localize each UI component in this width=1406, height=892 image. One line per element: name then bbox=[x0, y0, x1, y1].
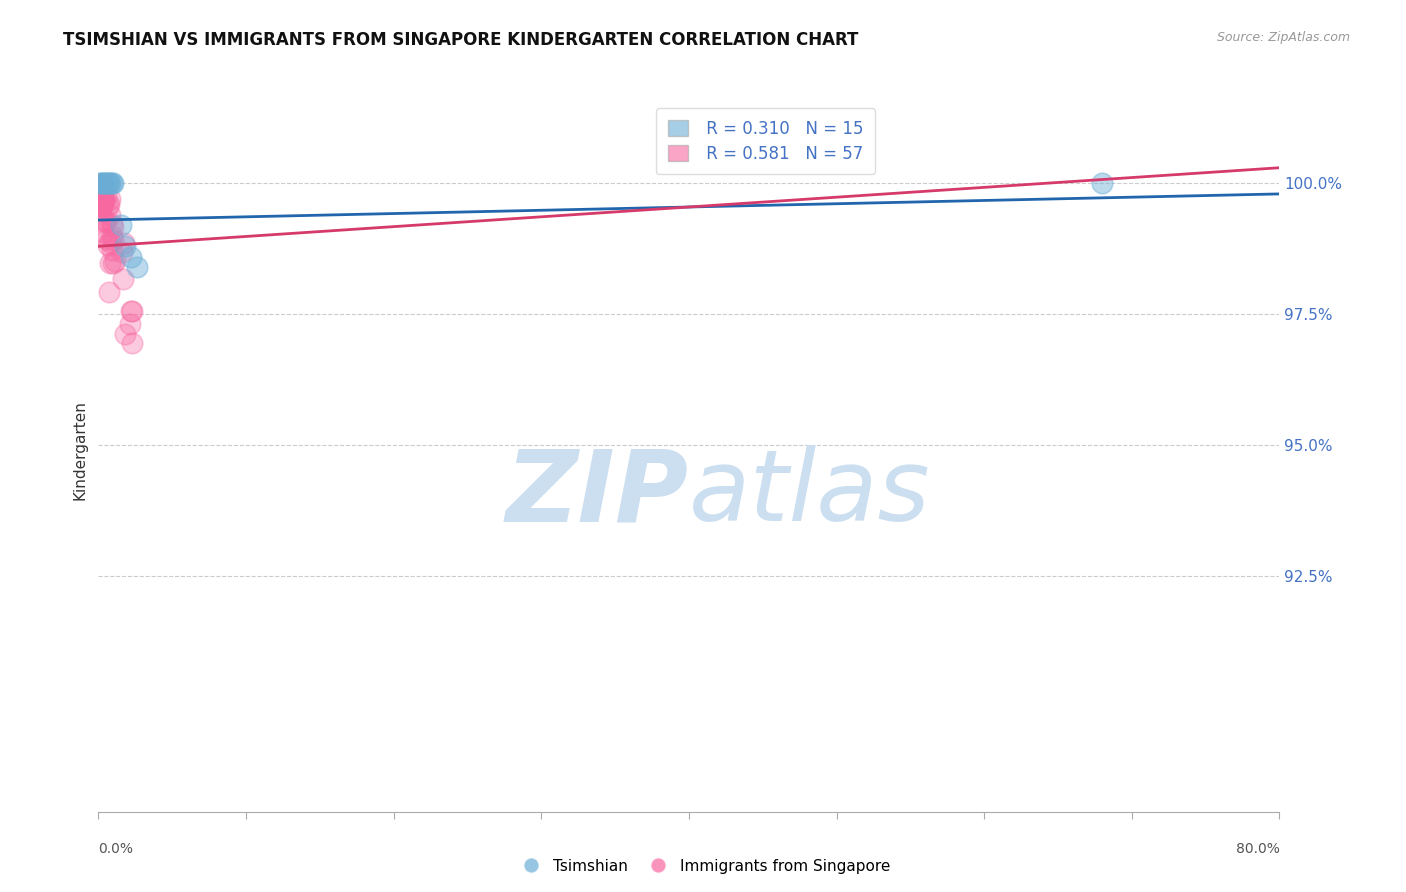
Point bbox=[1091, 177, 1114, 191]
Point bbox=[97, 197, 120, 211]
Point bbox=[120, 318, 142, 332]
Point bbox=[93, 213, 115, 227]
Y-axis label: Kindergarten: Kindergarten bbox=[72, 401, 87, 500]
Point bbox=[98, 177, 121, 191]
Point bbox=[112, 235, 135, 250]
Point bbox=[90, 199, 112, 213]
Point bbox=[90, 182, 112, 196]
Point bbox=[94, 214, 117, 228]
Point bbox=[97, 238, 120, 252]
Point bbox=[90, 184, 112, 198]
Point bbox=[120, 250, 142, 264]
Point bbox=[89, 186, 111, 200]
Point bbox=[93, 193, 115, 207]
Text: 0.0%: 0.0% bbox=[98, 842, 134, 856]
Point bbox=[97, 285, 120, 300]
Point bbox=[90, 177, 112, 191]
Point bbox=[98, 208, 121, 222]
Point bbox=[97, 177, 120, 191]
Point bbox=[89, 191, 111, 205]
Point bbox=[91, 199, 114, 213]
Point bbox=[91, 194, 114, 209]
Point bbox=[89, 177, 111, 191]
Point bbox=[101, 233, 124, 247]
Point bbox=[111, 244, 134, 259]
Point bbox=[96, 232, 118, 246]
Point bbox=[90, 195, 112, 210]
Point bbox=[91, 178, 114, 193]
Point bbox=[89, 191, 111, 205]
Point bbox=[103, 177, 125, 191]
Text: atlas: atlas bbox=[689, 445, 931, 542]
Point bbox=[91, 179, 114, 194]
Text: ZIP: ZIP bbox=[506, 445, 689, 542]
Point bbox=[110, 219, 132, 233]
Point bbox=[89, 192, 111, 206]
Point bbox=[89, 178, 111, 192]
Point bbox=[125, 260, 148, 275]
Point bbox=[101, 220, 124, 235]
Point bbox=[91, 198, 114, 212]
Point bbox=[98, 255, 121, 269]
Point bbox=[93, 226, 115, 240]
Point bbox=[91, 193, 114, 207]
Point bbox=[93, 177, 115, 191]
Point bbox=[90, 194, 112, 208]
Point bbox=[91, 181, 114, 195]
Point bbox=[101, 217, 124, 231]
Legend:  R = 0.310   N = 15,  R = 0.581   N = 57: R = 0.310 N = 15, R = 0.581 N = 57 bbox=[657, 108, 876, 174]
Point bbox=[93, 191, 115, 205]
Legend: Tsimshian, Immigrants from Singapore: Tsimshian, Immigrants from Singapore bbox=[510, 853, 896, 880]
Point bbox=[98, 193, 121, 207]
Point bbox=[93, 215, 115, 229]
Point bbox=[114, 326, 136, 341]
Point bbox=[91, 177, 114, 191]
Point bbox=[91, 188, 114, 202]
Point bbox=[89, 195, 111, 210]
Point bbox=[104, 253, 127, 268]
Point bbox=[90, 196, 112, 211]
Text: Source: ZipAtlas.com: Source: ZipAtlas.com bbox=[1216, 31, 1350, 45]
Text: TSIMSHIAN VS IMMIGRANTS FROM SINGAPORE KINDERGARTEN CORRELATION CHART: TSIMSHIAN VS IMMIGRANTS FROM SINGAPORE K… bbox=[63, 31, 859, 49]
Point bbox=[121, 304, 143, 318]
Point bbox=[103, 256, 125, 270]
Point bbox=[96, 177, 118, 191]
Point bbox=[98, 235, 121, 249]
Point bbox=[121, 335, 143, 350]
Point bbox=[112, 272, 135, 286]
Point bbox=[91, 177, 114, 191]
Text: 80.0%: 80.0% bbox=[1236, 842, 1279, 856]
Point bbox=[94, 190, 117, 204]
Point bbox=[90, 193, 112, 207]
Point bbox=[90, 194, 112, 209]
Point bbox=[91, 200, 114, 214]
Point bbox=[89, 178, 111, 192]
Point bbox=[89, 202, 111, 216]
Point bbox=[100, 228, 122, 243]
Point bbox=[96, 199, 118, 213]
Point bbox=[114, 239, 136, 253]
Point bbox=[101, 243, 124, 257]
Point bbox=[94, 177, 117, 191]
Point bbox=[100, 177, 122, 191]
Point bbox=[120, 303, 142, 318]
